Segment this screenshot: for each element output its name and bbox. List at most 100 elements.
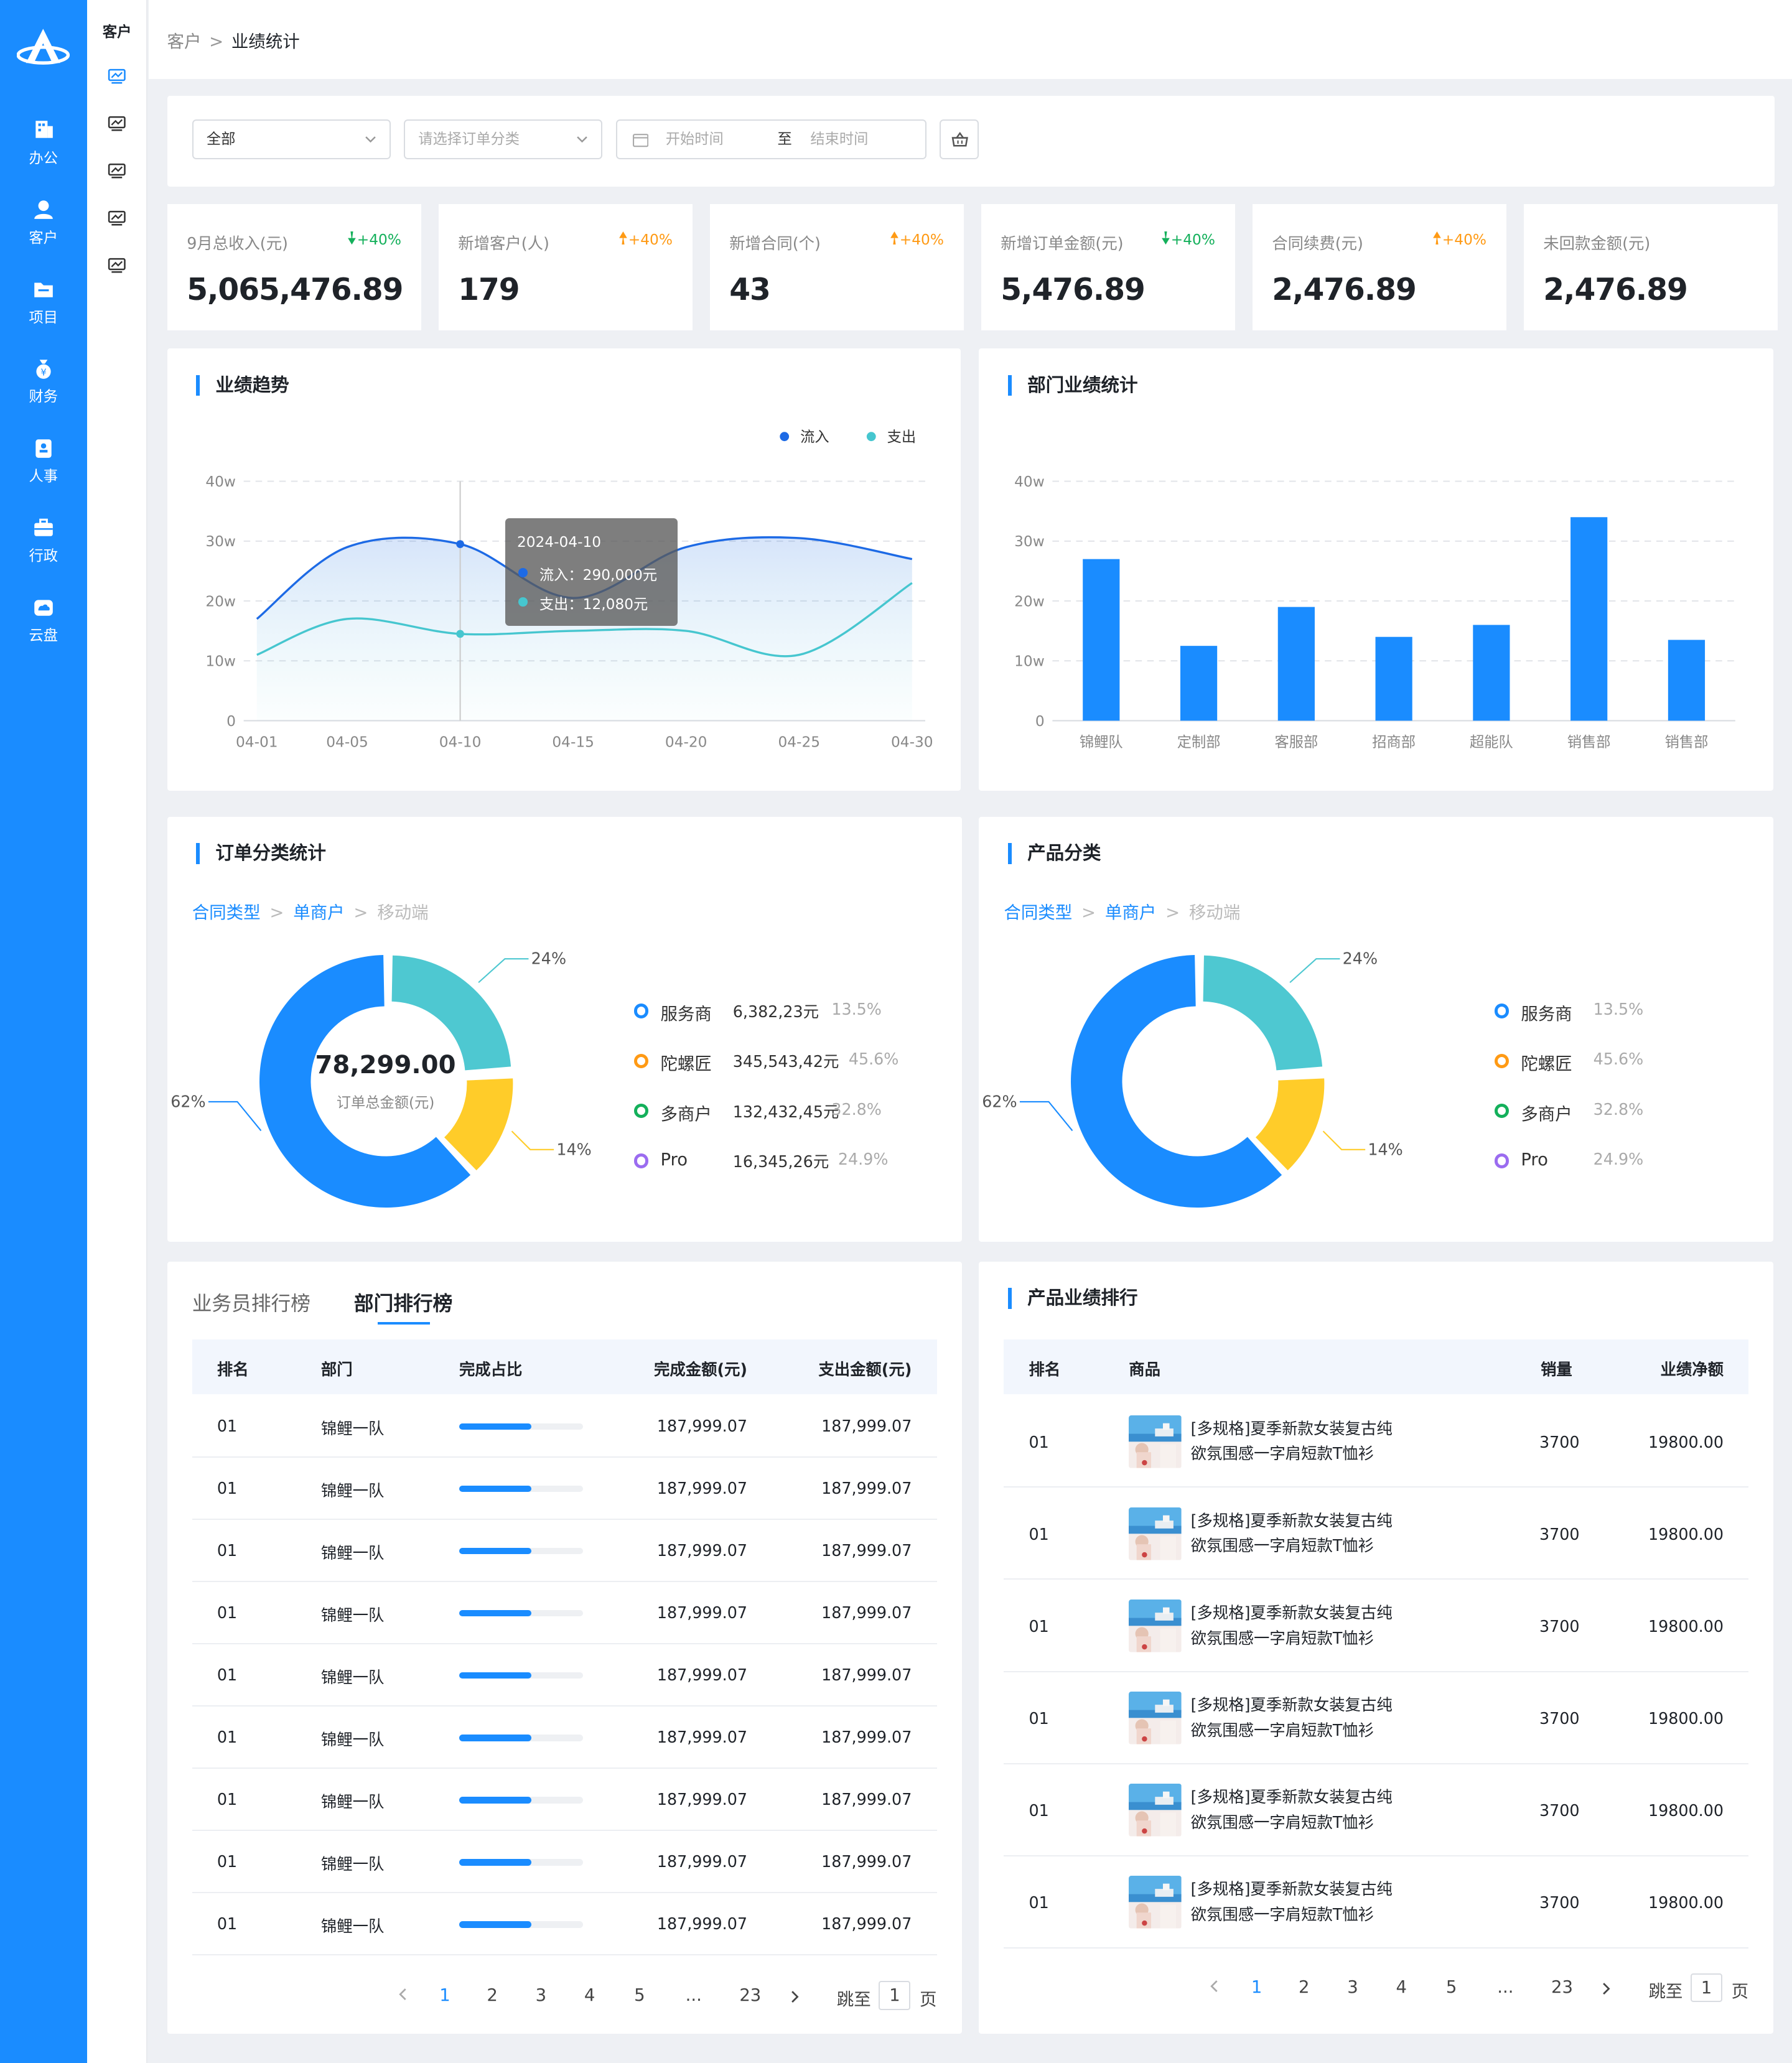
product-name-line1[interactable]: [多规格]夏季新款女装复古纯: [1190, 1511, 1393, 1530]
dept-bar[interactable]: [1375, 637, 1412, 721]
chart-board-icon[interactable]: [108, 163, 126, 179]
page-number[interactable]: 23: [739, 1985, 762, 2005]
page-number[interactable]: 1: [439, 1985, 450, 2005]
legend-item[interactable]: 多商户 132,432,45元 32.8%: [634, 1100, 950, 1124]
product-name-line2[interactable]: 欲氛围感一字肩短款T恤衫: [1190, 1536, 1374, 1555]
dept-bar[interactable]: [1473, 625, 1510, 721]
donut-slice[interactable]: [444, 1078, 513, 1171]
nav-item-0[interactable]: 办公: [0, 118, 87, 176]
table-row[interactable]: 01 [多规格]夏季新款女装复古纯 欲氛围感一字肩短款T恤衫 3700 1980…: [1004, 1672, 1749, 1764]
table-row[interactable]: 01 [多规格]夏季新款女装复古纯 欲氛围感一字肩短款T恤衫 3700 1980…: [1004, 1488, 1749, 1580]
breadcrumb-parent[interactable]: 客户: [167, 32, 202, 52]
table-row[interactable]: 01 锦鲤一队 187,999.07 187,999.07: [192, 1458, 937, 1520]
product-image[interactable]: [1129, 1876, 1182, 1929]
product-name-line2[interactable]: 欲氛围感一字肩短款T恤衫: [1190, 1444, 1374, 1463]
table-row[interactable]: 01 [多规格]夏季新款女装复古纯 欲氛围感一字肩短款T恤衫 3700 1980…: [1004, 1764, 1749, 1856]
page-number[interactable]: 5: [1445, 1977, 1457, 1998]
legend-label[interactable]: 支出: [887, 429, 916, 445]
next-page-button[interactable]: [791, 1988, 800, 2008]
data-point[interactable]: [455, 540, 464, 549]
product-image[interactable]: [1129, 1415, 1182, 1468]
donut-slice[interactable]: [1071, 955, 1282, 1208]
chart-board-icon[interactable]: [108, 116, 126, 131]
donut-slice[interactable]: [1203, 955, 1323, 1071]
product-name-line2[interactable]: 欲氛围感一字肩短款T恤衫: [1190, 1904, 1374, 1924]
nav-item-6[interactable]: 云盘: [0, 596, 87, 654]
tab-salesperson-ranking[interactable]: 业务员排行榜: [192, 1293, 310, 1316]
dept-bar[interactable]: [1277, 607, 1315, 721]
legend-item[interactable]: 多商户 32.8%: [1495, 1100, 1792, 1124]
table-row[interactable]: 01 锦鲤一队 187,999.07 187,999.07: [192, 1894, 937, 1955]
order-category-select[interactable]: 请选择订单分类: [404, 119, 603, 159]
dept-bar-chart[interactable]: 0 10w 20w 30w 40w 锦鲤队 定制部 客服部 招商部 超能队 销售部 销售部: [979, 348, 1773, 790]
chart-board-icon[interactable]: [108, 210, 126, 226]
donut-slice[interactable]: [391, 955, 511, 1071]
data-point[interactable]: [455, 630, 464, 638]
table-row[interactable]: 01 锦鲤一队 187,999.07 187,999.07: [192, 1645, 937, 1707]
product-name-line2[interactable]: 欲氛围感一字肩短款T恤衫: [1190, 1812, 1374, 1832]
product-image[interactable]: [1129, 1600, 1182, 1652]
product-image[interactable]: [1129, 1507, 1182, 1560]
product-name-line1[interactable]: [多规格]夏季新款女装复古纯: [1190, 1419, 1393, 1438]
product-name-line2[interactable]: 欲氛围感一字肩短款T恤衫: [1190, 1628, 1374, 1647]
page-number[interactable]: 5: [634, 1985, 645, 2005]
table-row[interactable]: 01 [多规格]夏季新款女装复古纯 欲氛围感一字肩短款T恤衫 3700 1980…: [1004, 1395, 1749, 1488]
nav-item-2[interactable]: 项目: [0, 277, 87, 335]
legend-item[interactable]: 服务商 13.5%: [1495, 1000, 1792, 1024]
table-row[interactable]: 01 [多规格]夏季新款女装复古纯 欲氛围感一字肩短款T恤衫 3700 1980…: [1004, 1856, 1749, 1949]
jump-page-input[interactable]: 1: [879, 1981, 911, 2010]
date-range-picker[interactable]: 开始时间 至 结束时间: [615, 119, 926, 159]
next-page-button[interactable]: [1602, 1980, 1612, 2000]
table-row[interactable]: 01 锦鲤一队 187,999.07 187,999.07: [192, 1520, 937, 1582]
legend-item[interactable]: 服务商 6,382,23元 13.5%: [634, 1000, 950, 1024]
end-date-input[interactable]: 结束时间: [810, 131, 869, 148]
scope-select[interactable]: 全部: [192, 119, 391, 159]
page-number[interactable]: 23: [1551, 1977, 1573, 1998]
product-image[interactable]: [1129, 1784, 1182, 1837]
table-row[interactable]: 01 锦鲤一队 187,999.07 187,999.07: [192, 1769, 937, 1831]
page-number[interactable]: 4: [1396, 1977, 1407, 1998]
table-row[interactable]: 01 锦鲤一队 187,999.07 187,999.07: [192, 1707, 937, 1769]
donut-slice[interactable]: [1256, 1078, 1325, 1171]
dept-bar[interactable]: [1083, 559, 1120, 721]
crumb-single-merchant[interactable]: 单商户: [293, 903, 345, 923]
page-number[interactable]: 2: [1299, 1977, 1310, 1998]
page-number[interactable]: ...: [685, 1985, 702, 2005]
chart-board-icon[interactable]: [108, 258, 126, 273]
table-row[interactable]: 01 锦鲤一队 187,999.07 187,999.07: [192, 1583, 937, 1644]
product-name-line1[interactable]: [多规格]夏季新款女装复古纯: [1190, 1787, 1393, 1807]
nav-item-5[interactable]: 行政: [0, 516, 87, 574]
tab-department-ranking[interactable]: 部门排行榜: [353, 1293, 453, 1316]
crumb-single-merchant[interactable]: 单商户: [1104, 903, 1157, 923]
nav-item-4[interactable]: 人事: [0, 437, 87, 495]
page-number[interactable]: 2: [487, 1985, 498, 2005]
legend-item[interactable]: Pro 16,345,26元 24.9%: [634, 1150, 950, 1173]
prev-page-button[interactable]: [398, 1985, 407, 2005]
product-name-line1[interactable]: [多规格]夏季新款女装复古纯: [1190, 1879, 1393, 1899]
legend-item[interactable]: Pro 24.9%: [1495, 1150, 1792, 1173]
product-donut-chart[interactable]: 62% 24% 14%: [979, 817, 1773, 1242]
start-date-input[interactable]: 开始时间: [665, 131, 724, 148]
chart-board-icon[interactable]: [108, 68, 126, 84]
nav-item-3[interactable]: ¥ 财务: [0, 357, 87, 415]
donut-slice[interactable]: [259, 955, 470, 1208]
table-row[interactable]: 01 [多规格]夏季新款女装复古纯 欲氛围感一字肩短款T恤衫 3700 1980…: [1004, 1580, 1749, 1672]
page-number[interactable]: ...: [1497, 1977, 1514, 1998]
jump-page-input[interactable]: 1: [1691, 1973, 1722, 2003]
order-donut-chart[interactable]: 62% 24% 14%: [167, 817, 962, 1242]
legend-item[interactable]: 陀螺匠 345,543,42元 45.6%: [634, 1050, 950, 1074]
export-button[interactable]: [939, 119, 979, 159]
table-row[interactable]: 01 锦鲤一队 187,999.07 187,999.07: [192, 1832, 937, 1893]
table-row[interactable]: 01 锦鲤一队 187,999.07 187,999.07: [192, 1395, 937, 1458]
prev-page-button[interactable]: [1209, 1977, 1218, 1997]
legend-label[interactable]: 流入: [800, 429, 829, 445]
page-number[interactable]: 3: [535, 1985, 547, 2005]
legend-item[interactable]: 陀螺匠 45.6%: [1495, 1050, 1792, 1074]
dept-bar[interactable]: [1570, 517, 1608, 721]
product-name-line1[interactable]: [多规格]夏季新款女装复古纯: [1190, 1603, 1393, 1623]
product-name-line2[interactable]: 欲氛围感一字肩短款T恤衫: [1190, 1720, 1374, 1739]
product-name-line1[interactable]: [多规格]夏季新款女装复古纯: [1190, 1695, 1393, 1715]
crumb-contract-type[interactable]: 合同类型: [192, 903, 261, 923]
trend-chart[interactable]: 0 10w 20w 30w 40w 04-01 04-05 04-10 04-15 04-20 04…: [167, 348, 961, 790]
product-image[interactable]: [1129, 1692, 1182, 1744]
